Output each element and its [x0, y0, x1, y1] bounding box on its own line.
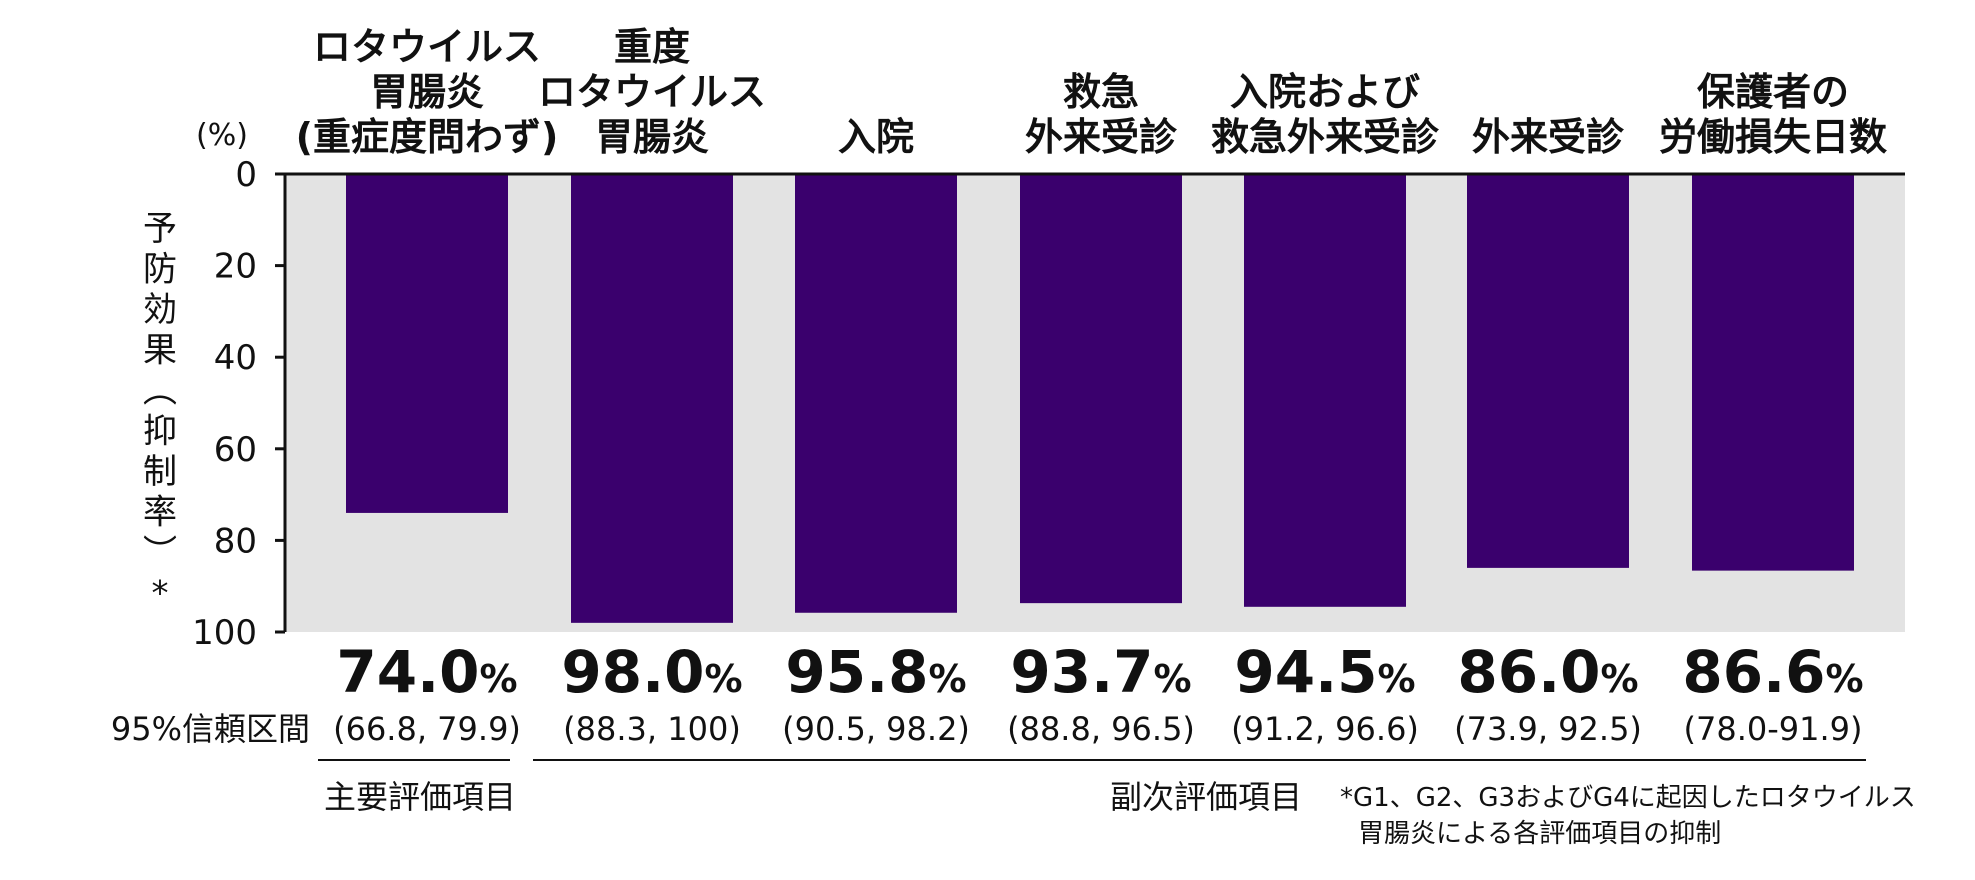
y-tick-label: 100	[192, 613, 257, 653]
footnote-line-2: 胃腸炎による各評価項目の抑制	[1358, 819, 1721, 849]
bar-5	[1244, 174, 1406, 607]
footnote-line-1: *G1、G2、G3およびG4に起因したロタウイルス	[1340, 783, 1916, 813]
category-label-6: 外来受診	[1472, 115, 1624, 159]
bar-3	[795, 174, 957, 613]
ci-label-6: (73.9, 92.5)	[1454, 710, 1642, 748]
category-label-line: 救急	[1063, 70, 1139, 114]
y-tick-label: 20	[214, 247, 257, 287]
y-axis-title-char: ︵	[143, 371, 177, 411]
bar-4	[1020, 174, 1182, 604]
y-tick-label: 40	[214, 338, 257, 378]
category-label-line: (重症度問わず)	[296, 115, 559, 159]
primary-endpoint-label: 主要評価項目	[324, 778, 516, 816]
bar-2	[571, 174, 733, 623]
value-label-5: 94.5%	[1234, 638, 1415, 706]
category-label-line: 入院および	[1230, 70, 1420, 114]
value-label-6: 86.0%	[1457, 638, 1638, 706]
y-tick-label: 0	[235, 155, 257, 195]
y-axis-title-char: 制	[143, 452, 177, 492]
y-axis-title-char: 効	[143, 290, 177, 330]
category-label-line: 胃腸炎	[595, 115, 709, 159]
category-label-line: 重度	[614, 25, 690, 69]
y-tick-label: 60	[214, 430, 257, 470]
y-axis-title-char: 抑	[143, 412, 177, 452]
y-unit-label: (%)	[196, 118, 248, 153]
category-label-line: ロタウイルス	[538, 70, 766, 114]
category-label-line: 外来受診	[1025, 115, 1177, 159]
y-axis-title-char: 予	[143, 209, 177, 249]
ci-label-7: (78.0-91.9)	[1683, 710, 1862, 748]
category-label-line: 救急外来受診	[1211, 115, 1439, 159]
ci-label-3: (90.5, 98.2)	[782, 710, 970, 748]
ci-row-label: 95%信頼区間	[111, 710, 310, 748]
bar-1	[346, 174, 508, 513]
ci-label-2: (88.3, 100)	[563, 710, 741, 748]
bar-6	[1467, 174, 1629, 568]
category-label-line: 外来受診	[1472, 115, 1624, 159]
value-label-2: 98.0%	[561, 638, 742, 706]
value-label-1: 74.0%	[336, 638, 517, 706]
value-label-7: 86.6%	[1682, 638, 1863, 706]
y-axis-title-char: *	[152, 574, 169, 614]
category-label-line: 労働損失日数	[1659, 115, 1887, 159]
value-label-3: 95.8%	[785, 638, 966, 706]
y-axis-title-char: 率	[143, 493, 177, 533]
category-label-line: 胃腸炎	[370, 70, 484, 114]
category-label-line: ロタウイルス	[313, 25, 541, 69]
value-label-4: 93.7%	[1010, 638, 1191, 706]
ci-label-5: (91.2, 96.6)	[1231, 710, 1419, 748]
y-axis-title-char: 果	[143, 331, 177, 371]
y-axis-title-char: ︶	[143, 533, 177, 573]
bar-7	[1692, 174, 1854, 571]
category-label-line: 入院	[838, 115, 914, 159]
y-axis-title-char: 防	[143, 250, 177, 290]
category-label-line: 保護者の	[1697, 70, 1849, 114]
category-label-4: 救急外来受診	[1025, 70, 1177, 159]
ci-label-1: (66.8, 79.9)	[333, 710, 521, 748]
y-tick-label: 80	[214, 521, 257, 561]
secondary-endpoint-label: 副次評価項目	[1110, 778, 1302, 816]
category-label-3: 入院	[838, 115, 914, 159]
ci-label-4: (88.8, 96.5)	[1007, 710, 1195, 748]
